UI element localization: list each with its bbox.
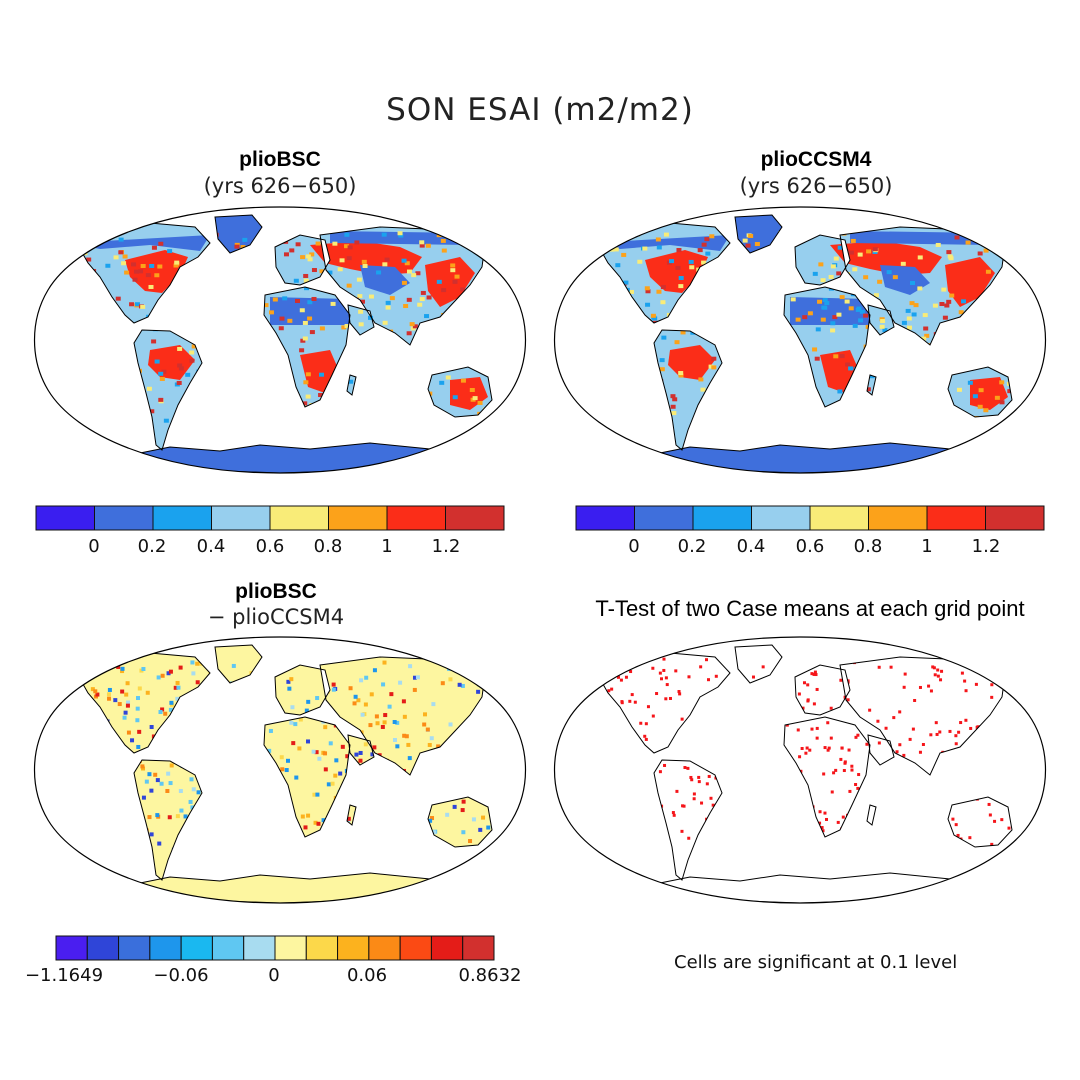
cb2-tick: 1.2 xyxy=(971,536,1001,557)
map-ttest xyxy=(554,636,1046,904)
colorbar-swatch xyxy=(152,505,212,531)
cb3-tick: 0 xyxy=(268,965,280,986)
colorbar-difference xyxy=(55,935,495,961)
colorbar-swatch xyxy=(926,505,986,531)
colorbar-swatch xyxy=(430,935,464,961)
cb2-tick: 0.8 xyxy=(853,536,883,557)
cb2-tick: 0.2 xyxy=(677,536,707,557)
colorbar-swatch xyxy=(94,505,154,531)
colorbar-swatch xyxy=(55,935,88,961)
cb2-tick: 0.6 xyxy=(795,536,825,557)
colorbar-swatch xyxy=(634,505,694,531)
colorbar-swatch xyxy=(328,505,388,531)
cb1-tick: 0.6 xyxy=(255,536,285,557)
colorbar-swatch xyxy=(269,505,329,531)
colorbar-pliobsc xyxy=(35,505,505,531)
map-pliobsc xyxy=(34,206,526,474)
colorbar-swatch xyxy=(445,505,505,531)
panel-3-title: plioBSC xyxy=(235,580,317,603)
cb3-tick: −0.06 xyxy=(153,965,209,986)
cb3-tick: −1.1649 xyxy=(24,965,104,986)
panel-3-subtitle: − plioCCSM4 xyxy=(207,605,345,629)
colorbar-swatch xyxy=(985,505,1045,531)
colorbar-swatch xyxy=(337,935,370,961)
cb1-tick: 0.2 xyxy=(137,536,167,557)
colorbar-swatch xyxy=(149,935,182,961)
panel-1-title: plioBSC xyxy=(239,148,321,171)
colorbar-swatch xyxy=(575,505,635,531)
colorbar-swatch xyxy=(35,505,95,531)
cb2-tick: 0 xyxy=(628,536,640,557)
colorbar-swatch xyxy=(809,505,869,531)
cb1-tick: 0.8 xyxy=(313,536,343,557)
colorbar-swatch xyxy=(368,935,401,961)
colorbar-swatch xyxy=(868,505,928,531)
colorbar-swatch xyxy=(274,935,307,961)
colorbar-swatch xyxy=(243,935,276,961)
colorbar-swatch xyxy=(118,935,151,961)
cb3-tick: 0.06 xyxy=(346,965,388,986)
main-title: SON ESAI (m2/m2) xyxy=(386,92,694,128)
colorbar-swatch xyxy=(211,505,271,531)
cb3-tick: 0.8632 xyxy=(458,965,522,986)
cb1-tick: 0.4 xyxy=(196,536,226,557)
colorbar-swatch xyxy=(305,935,339,961)
colorbar-swatch xyxy=(751,505,811,531)
panel-2-title: plioCCSM4 xyxy=(760,148,872,171)
cb1-tick: 1.2 xyxy=(431,536,461,557)
colorbar-swatch xyxy=(399,935,432,961)
map-difference xyxy=(34,636,526,904)
colorbar-swatch xyxy=(180,935,213,961)
colorbar-swatch xyxy=(386,505,446,531)
cb1-tick: 0 xyxy=(88,536,100,557)
colorbar-swatch xyxy=(462,935,495,961)
colorbar-swatch xyxy=(211,935,245,961)
significance-note: Cells are significant at 0.1 level xyxy=(674,952,958,973)
panel-4-title: T-Test of two Case means at each grid po… xyxy=(595,596,1025,621)
colorbar-pliocsm4 xyxy=(575,505,1045,531)
colorbar-swatch xyxy=(86,935,120,961)
colorbar-swatch xyxy=(692,505,752,531)
cb2-tick: 1 xyxy=(921,536,933,557)
panel-2-subtitle: (yrs 626−650) xyxy=(739,174,893,198)
cb1-tick: 1 xyxy=(381,536,393,557)
panel-1-subtitle: (yrs 626−650) xyxy=(203,174,357,198)
cb2-tick: 0.4 xyxy=(736,536,766,557)
map-pliocsm4 xyxy=(554,206,1046,474)
